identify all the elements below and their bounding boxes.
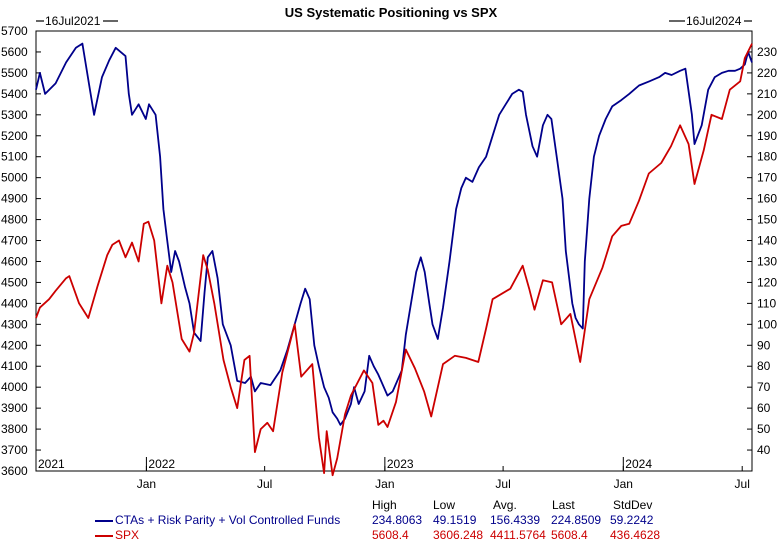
- legend-row-spx: SPX 5608.4 3606.248 4411.5764 5608.4 436…: [0, 528, 782, 543]
- stat-avg-positioning: 156.4339: [490, 513, 541, 527]
- left-tick-label: 4000: [1, 380, 28, 394]
- left-tick-label: 5700: [1, 24, 28, 38]
- right-tick-label: 140: [757, 234, 777, 248]
- left-tick-label: 5300: [1, 108, 28, 122]
- right-tick-label: 70: [757, 380, 771, 394]
- right-tick-label: 90: [757, 338, 771, 352]
- x-tick-label: Jul: [735, 477, 750, 491]
- left-tick-label: 5600: [1, 45, 28, 59]
- right-tick-label: 110: [757, 296, 776, 310]
- left-tick-label: 4300: [1, 317, 28, 331]
- x-tick-label: Jan: [375, 477, 394, 491]
- stats-header-low: Low: [433, 498, 456, 512]
- start-date-label: 16Jul2021: [45, 14, 101, 28]
- legend-swatch-spx: [95, 535, 113, 537]
- right-tick-label: 220: [757, 66, 777, 80]
- series-layer: [35, 42, 753, 477]
- right-tick-label: 40: [757, 443, 771, 457]
- stat-low-positioning: 49.1519: [433, 513, 477, 527]
- stats-header-avg: Avg.: [493, 498, 517, 512]
- left-tick-label: 5000: [1, 171, 28, 185]
- left-tick-label: 4600: [1, 254, 28, 268]
- right-tick-label: 80: [757, 359, 771, 373]
- right-tick-label: 190: [757, 129, 777, 143]
- left-tick-label: 4500: [1, 275, 28, 289]
- left-tick-label: 5400: [1, 87, 28, 101]
- year-label: 2022: [148, 457, 175, 471]
- right-tick-label: 60: [757, 401, 771, 415]
- plot-frame: [35, 30, 753, 472]
- x-tick-label: Jul: [495, 477, 510, 491]
- stat-last-positioning: 224.8509: [551, 513, 602, 527]
- right-tick-label: 170: [757, 171, 777, 185]
- year-label: 2024: [625, 457, 652, 471]
- end-date-label: 16Jul2024: [686, 14, 742, 28]
- right-tick-label: 200: [757, 108, 777, 122]
- x-tick-label: Jul: [257, 477, 272, 491]
- stats-header-stddev: StdDev: [613, 498, 653, 512]
- x-tick-label: Jan: [137, 477, 156, 491]
- right-axis: 40 50 60 70 80 90 100 110 120 130 140 150 160 170 180 1…: [747, 45, 777, 457]
- positioning-series-line: [35, 42, 753, 426]
- stat-high-positioning: 234.8063: [372, 513, 423, 527]
- x-axis: Jan Jul Jan Jul Jan Jul 2021 2022 2023 2024: [38, 457, 750, 491]
- left-tick-label: 3600: [1, 464, 28, 478]
- chart-title: US Systematic Positioning vs SPX: [285, 5, 498, 20]
- stat-stddev-spx: 436.4628: [610, 528, 661, 542]
- right-tick-label: 230: [757, 45, 777, 59]
- legend-label-positioning: CTAs + Risk Parity + Vol Controlled Fund…: [115, 513, 341, 527]
- right-tick-label: 100: [757, 317, 777, 331]
- left-tick-label: 4800: [1, 213, 28, 227]
- stats-header-last: Last: [552, 498, 575, 512]
- left-tick-label: 5200: [1, 129, 28, 143]
- stat-last-spx: 5608.4: [551, 528, 588, 542]
- right-tick-label: 160: [757, 192, 777, 206]
- stats-header-high: High: [372, 498, 397, 512]
- year-label: 2023: [387, 457, 414, 471]
- stat-avg-spx: 4411.5764: [490, 528, 546, 542]
- legend-row-positioning: CTAs + Risk Parity + Vol Controlled Fund…: [0, 513, 782, 528]
- right-tick-label: 130: [757, 254, 777, 268]
- left-tick-label: 4400: [1, 296, 28, 310]
- right-tick-label: 210: [757, 87, 777, 101]
- left-tick-label: 3900: [1, 401, 28, 415]
- right-tick-label: 150: [757, 213, 777, 227]
- year-label: 2021: [38, 457, 65, 471]
- x-tick-label: Jan: [614, 477, 633, 491]
- left-axis: 3600 3700 3800 3900 4000 4100 4200 4300 4400 4500…: [1, 24, 41, 478]
- right-tick-label: 50: [757, 422, 771, 436]
- stat-low-spx: 3606.248: [433, 528, 484, 542]
- stat-stddev-positioning: 59.2242: [610, 513, 654, 527]
- left-tick-label: 5100: [1, 150, 28, 164]
- left-tick-label: 4100: [1, 359, 28, 373]
- right-tick-label: 120: [757, 275, 777, 289]
- left-tick-label: 4700: [1, 234, 28, 248]
- right-tick-label: 180: [757, 150, 777, 164]
- left-tick-label: 3700: [1, 443, 28, 457]
- legend-swatch-positioning: [95, 520, 113, 522]
- left-tick-label: 4200: [1, 338, 28, 352]
- left-tick-label: 3800: [1, 422, 28, 436]
- stats-table: High Low Avg. Last StdDev CTAs + Risk Pa…: [0, 496, 782, 544]
- left-tick-label: 5500: [1, 66, 28, 80]
- legend-label-spx: SPX: [115, 528, 140, 542]
- left-tick-label: 4900: [1, 192, 28, 206]
- spx-series-line: [35, 43, 753, 477]
- stat-high-spx: 5608.4: [372, 528, 409, 542]
